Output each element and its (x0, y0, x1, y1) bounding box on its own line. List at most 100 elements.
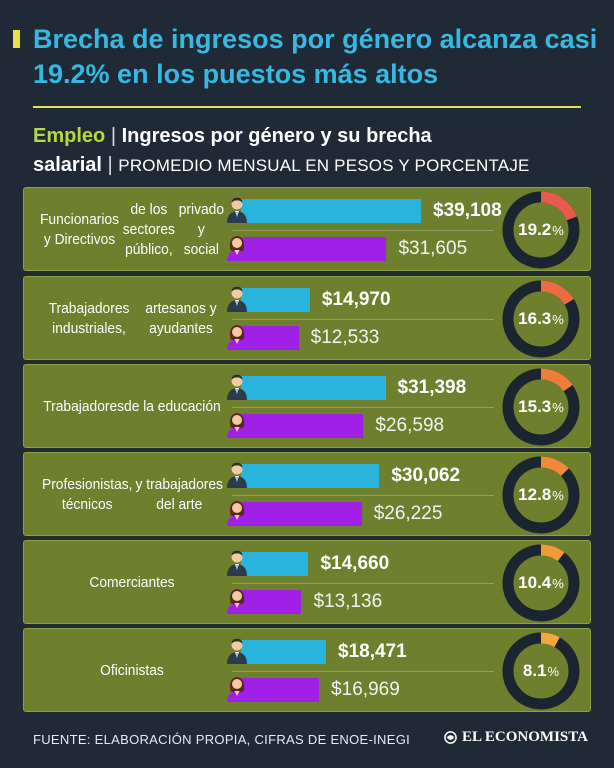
row-guide-line (232, 230, 494, 231)
man-icon (227, 374, 247, 400)
gap-percent-sign: % (552, 311, 564, 327)
gap-donut (502, 191, 580, 269)
subtitle-units: PROMEDIO MENSUAL EN PESOS Y PORCENTAJE (118, 156, 530, 175)
category-panel-trabajadores-industriales-artesanos-y-ayudantes: Trabajadores industriales, artesanos y ay… (23, 276, 591, 360)
bar-men (241, 376, 386, 400)
category-label-line: privado y social (178, 201, 224, 258)
gap-donut-arc (502, 456, 580, 534)
bar-men (241, 464, 380, 488)
category-label-line: Funcionarios y Directivos (40, 211, 120, 248)
gap-percent-sign: % (552, 399, 564, 415)
gap-percent-label: 15.3% (501, 367, 581, 447)
value-label-women: $13,136 (313, 591, 383, 612)
title-divider (33, 106, 581, 108)
value-label-men: $31,398 (397, 377, 467, 398)
gap-percent-value: 10.4 (518, 573, 552, 592)
value-label-women: $16,969 (331, 679, 400, 700)
brand-globe-icon (444, 731, 457, 744)
subtitle-main-b: salarial (33, 154, 102, 176)
gap-percent-value: 16.3 (518, 309, 552, 328)
gap-donut-arc (502, 191, 580, 269)
bar-men (241, 288, 310, 312)
bar-men (241, 640, 326, 664)
category-label-line: de la educación (124, 398, 221, 415)
gap-percent-value: 15.3 (518, 397, 552, 416)
value-label-men: $18,471 (338, 641, 407, 662)
bar-women (241, 326, 299, 350)
category-label-line: de los sectores público, (122, 201, 175, 258)
value-label-women: $12,533 (310, 327, 380, 348)
value-label-men: $39,108 (433, 200, 502, 221)
gap-percent-value: 8.1 (522, 661, 547, 680)
row-guide-line (232, 671, 494, 672)
woman-icon (227, 413, 247, 438)
category-label: Trabajadores industriales, artesanos y ay… (40, 277, 224, 361)
source-note: FUENTE: ELABORACIÓN PROPIA, CIFRAS DE EN… (33, 732, 411, 747)
category-label-line: Oficinistas (100, 662, 164, 679)
row-guide-line (232, 583, 494, 584)
bar-women (241, 678, 320, 702)
man-icon (227, 462, 247, 488)
bar-men (241, 552, 309, 576)
value-label-men: $14,970 (321, 289, 391, 310)
gap-donut-arc (502, 544, 580, 622)
man-icon (227, 638, 247, 664)
woman-icon (227, 589, 247, 614)
woman-icon (227, 325, 247, 350)
man-icon (227, 197, 247, 223)
gap-donut-arc (502, 368, 580, 446)
category-label: Oficinistas (40, 629, 224, 713)
row-guide-line (232, 319, 494, 320)
row-guide-line (232, 407, 494, 408)
category-panel-comerciantes: Comerciantes $14,660 $13,136 10.4% (23, 540, 591, 624)
category-label: Profesionistas, técnicos y trabajadores d… (40, 453, 224, 537)
subtitle-main-a: Ingresos por género y su brecha (121, 125, 432, 147)
category-label: Comerciantes (40, 541, 224, 625)
value-label-men: $14,660 (320, 553, 390, 574)
gap-donut (502, 632, 580, 710)
man-icon (227, 550, 247, 576)
gap-donut-arc (502, 632, 580, 710)
gap-percent-value: 19.2 (518, 220, 552, 239)
woman-icon (227, 501, 247, 526)
category-label-line: Trabajadores (43, 398, 125, 415)
bar-men (241, 199, 421, 223)
chart-subtitle: Empleo | Ingresos por género y su brecha… (33, 122, 603, 180)
category-panel-funcionarios-y-directivos-de-los-sectores-publico-privado-y-social: Funcionarios y Directivos de los sectores… (23, 187, 591, 271)
category-label-line: artesanos y ayudantes (145, 300, 217, 337)
category-label-line: Comerciantes (89, 574, 175, 591)
category-label-line: y trabajadores del arte (135, 476, 223, 513)
bar-women (241, 502, 362, 526)
category-panel-profesionistas-tecnicos-y-trabajadores-del-arte: Profesionistas, técnicos y trabajadores d… (23, 452, 591, 536)
subtitle-section: Empleo (33, 125, 106, 147)
gap-percent-label: 8.1% (501, 631, 581, 711)
value-label-women: $26,598 (375, 415, 445, 436)
gap-donut (502, 544, 580, 622)
gap-donut (502, 456, 580, 534)
category-label-line: Trabajadores industriales, (48, 300, 130, 337)
category-label-line: Profesionistas, técnicos (41, 476, 133, 513)
category-label: Funcionarios y Directivos de los sectores… (40, 188, 224, 272)
category-label: Trabajadores de la educación (40, 365, 224, 449)
gap-donut (502, 280, 580, 358)
value-label-women: $31,605 (398, 238, 468, 259)
bar-women (241, 414, 364, 438)
woman-icon (227, 236, 247, 261)
man-icon (227, 286, 247, 312)
brand-name: EL ECONOMISTA (462, 729, 588, 745)
title-accent-mark (13, 30, 20, 48)
gap-percent-sign: % (552, 487, 564, 503)
value-label-men: $30,062 (391, 465, 461, 486)
gap-percent-value: 12.8 (518, 485, 552, 504)
category-panel-trabajadores-de-la-educacion: Trabajadores de la educación $31,398 $26,59… (23, 364, 591, 448)
bar-women (241, 237, 387, 261)
woman-icon (227, 677, 247, 702)
gap-percent-sign: % (547, 663, 560, 679)
subtitle-separator-2: | (107, 154, 113, 176)
brand-logo: EL ECONOMISTA (444, 729, 588, 746)
gap-percent-label: 16.3% (501, 279, 581, 359)
gap-percent-label: 10.4% (501, 543, 581, 623)
gap-percent-label: 19.2% (501, 190, 581, 270)
gap-percent-label: 12.8% (501, 455, 581, 535)
chart-title: Brecha de ingresos por género alcanza ca… (33, 24, 598, 89)
